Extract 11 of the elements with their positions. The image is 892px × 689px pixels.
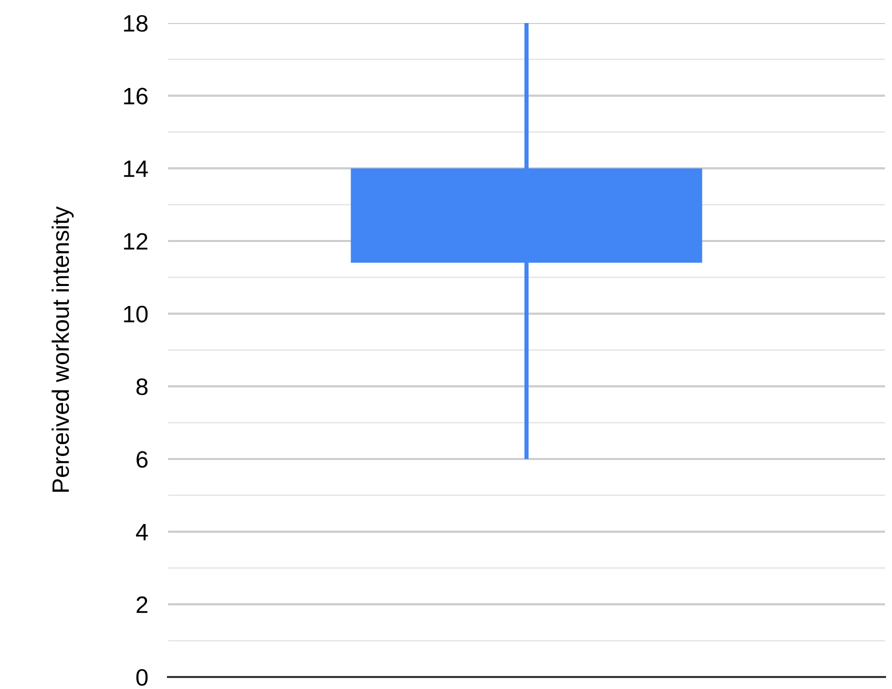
y-tick-label: 4: [136, 524, 148, 540]
y-tick-label: 2: [136, 596, 148, 613]
y-tick-label: 14: [124, 160, 148, 177]
y-tick-label: 0: [136, 669, 148, 686]
y-tick-label: 18: [124, 15, 148, 32]
y-tick-label: 8: [136, 378, 148, 396]
y-tick-label: 12: [124, 233, 148, 250]
y-axis-title: Perceived workout intensity: [52, 206, 74, 492]
y-tick-label: 10: [124, 306, 148, 322]
y-tick-label: 16: [124, 88, 148, 104]
y-tick-label: 6: [136, 451, 148, 468]
